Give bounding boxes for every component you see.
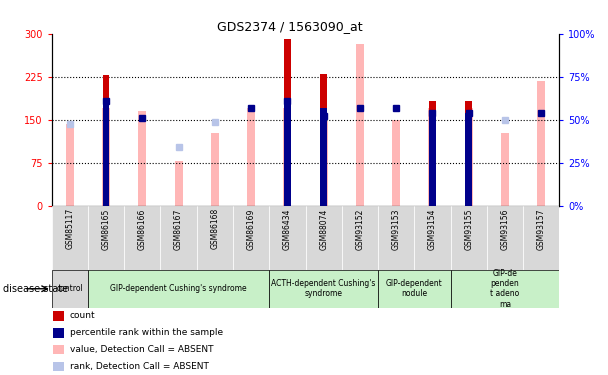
Bar xyxy=(102,108,110,206)
Text: GSM86168: GSM86168 xyxy=(210,208,219,249)
Text: GSM85117: GSM85117 xyxy=(65,208,74,249)
Bar xyxy=(320,108,327,206)
Bar xyxy=(465,108,472,206)
Bar xyxy=(466,112,472,206)
Bar xyxy=(103,75,109,206)
Text: GSM93154: GSM93154 xyxy=(428,208,437,250)
Bar xyxy=(356,44,364,206)
Bar xyxy=(283,108,291,206)
Bar xyxy=(52,270,88,308)
Bar xyxy=(451,206,487,270)
Text: value, Detection Call = ABSENT: value, Detection Call = ABSENT xyxy=(70,345,213,354)
Bar xyxy=(429,112,436,206)
Text: GSM86167: GSM86167 xyxy=(174,208,183,249)
Bar xyxy=(429,108,437,206)
Bar xyxy=(161,206,197,270)
Text: GSM86434: GSM86434 xyxy=(283,208,292,250)
Bar xyxy=(451,270,559,308)
Bar xyxy=(88,270,269,308)
Bar xyxy=(414,206,451,270)
Bar xyxy=(501,133,509,206)
Bar xyxy=(378,270,451,308)
Text: GSM86166: GSM86166 xyxy=(138,208,147,249)
Text: percentile rank within the sample: percentile rank within the sample xyxy=(70,328,223,338)
Bar xyxy=(392,120,400,206)
Bar xyxy=(53,328,64,338)
Text: GIP-dependent Cushing's syndrome: GIP-dependent Cushing's syndrome xyxy=(110,284,247,293)
Bar xyxy=(284,101,291,206)
Text: GIP-dependent
nodule: GIP-dependent nodule xyxy=(386,279,443,298)
Bar xyxy=(53,362,64,371)
Bar xyxy=(269,206,305,270)
Bar xyxy=(88,206,124,270)
Bar xyxy=(305,206,342,270)
Bar xyxy=(378,206,414,270)
Bar xyxy=(247,108,255,206)
Text: rank, Detection Call = ABSENT: rank, Detection Call = ABSENT xyxy=(70,362,209,371)
Text: count: count xyxy=(70,311,95,320)
Bar xyxy=(320,121,328,206)
Text: disease state: disease state xyxy=(3,284,68,294)
Text: GSM93155: GSM93155 xyxy=(464,208,473,250)
Bar xyxy=(269,270,378,308)
Text: GSM88074: GSM88074 xyxy=(319,208,328,249)
Text: GSM93157: GSM93157 xyxy=(537,208,546,250)
Title: GDS2374 / 1563090_at: GDS2374 / 1563090_at xyxy=(218,20,363,33)
Bar xyxy=(52,206,88,270)
Text: control: control xyxy=(57,284,83,293)
Bar xyxy=(523,206,559,270)
Bar xyxy=(66,124,74,206)
Text: GSM93156: GSM93156 xyxy=(500,208,510,250)
Text: GSM86169: GSM86169 xyxy=(247,208,255,249)
Bar xyxy=(139,111,147,206)
Bar xyxy=(197,206,233,270)
Bar xyxy=(174,161,182,206)
Text: ACTH-dependent Cushing's
syndrome: ACTH-dependent Cushing's syndrome xyxy=(271,279,376,298)
Bar xyxy=(233,206,269,270)
Bar xyxy=(537,81,545,206)
Bar xyxy=(284,39,291,206)
Bar xyxy=(466,101,472,206)
Bar xyxy=(429,101,436,206)
Bar xyxy=(487,206,523,270)
Bar xyxy=(342,206,378,270)
Bar xyxy=(53,345,64,354)
Bar xyxy=(320,74,327,206)
Text: GSM93152: GSM93152 xyxy=(356,208,364,249)
Bar xyxy=(124,206,161,270)
Text: GSM93153: GSM93153 xyxy=(392,208,401,250)
Bar xyxy=(53,311,64,321)
Bar xyxy=(211,133,219,206)
Bar xyxy=(103,101,109,206)
Text: GSM86165: GSM86165 xyxy=(102,208,111,249)
Text: GIP-de
penden
t adeno
ma: GIP-de penden t adeno ma xyxy=(490,268,520,309)
